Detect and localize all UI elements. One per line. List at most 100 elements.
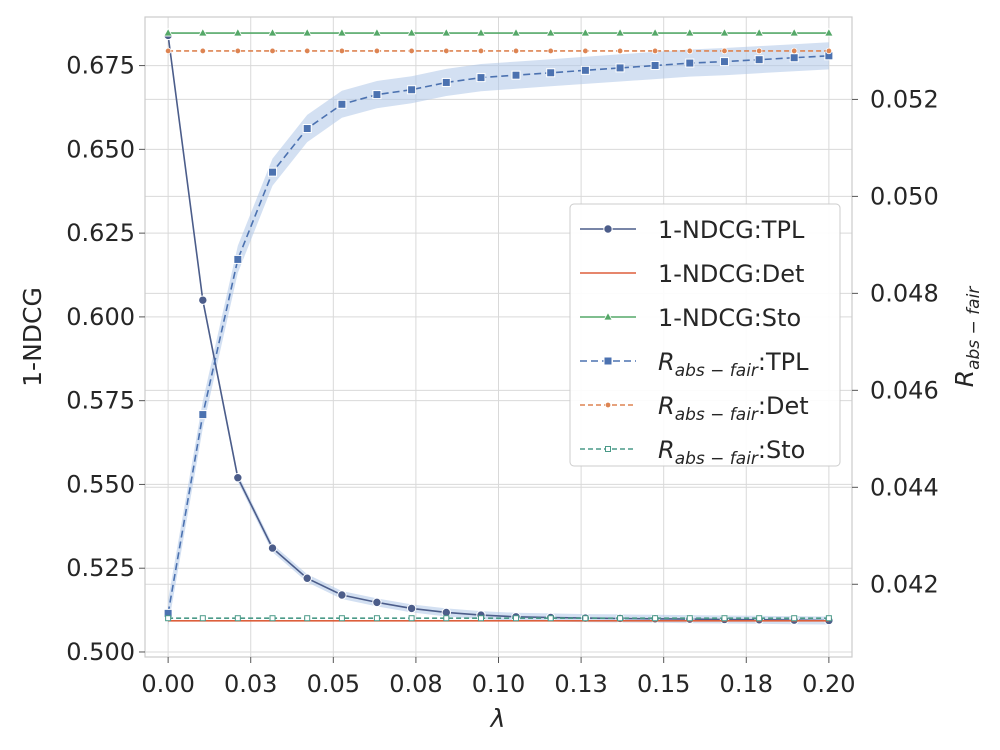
y-left-tick-label: 0.525 (66, 554, 135, 582)
y-right-axis-ticks: 0.042 0.044 0.046 0.048 0.050 0.052 (852, 85, 939, 598)
1-ndcg-tpl-point (198, 295, 208, 305)
1-ndcg-tpl-point (267, 543, 278, 553)
1-ndcg-sto-point (406, 27, 417, 37)
legend-label-base: R (658, 348, 675, 376)
1-ndcg-sto-point (441, 27, 452, 37)
r-abs-fair-det-point (199, 47, 207, 55)
1-ndcg-tpl-point (233, 473, 243, 483)
legend-label: Rabs − fair:Det (658, 392, 809, 425)
r-abs-fair-tpl-point (372, 90, 382, 100)
r-abs-fair-sto-point (477, 615, 484, 622)
r-abs-fair-tpl-point (233, 254, 243, 264)
r-abs-fair-sto-point (791, 615, 798, 622)
1-ndcg-sto-point (615, 27, 625, 37)
r-abs-fair-tpl-point (511, 70, 521, 80)
y-left-axis-ticks: 0.500 0.525 0.550 0.575 0.600 0.625 0.650 0.675 (66, 52, 145, 666)
r-abs-fair-sto-point (373, 615, 380, 622)
y-right-tick-label: 0.052 (870, 85, 939, 113)
legend-label: 1-NDCG:Sto (658, 304, 801, 332)
1-ndcg-sto-point (197, 27, 208, 37)
legend-handle-marker (604, 401, 612, 409)
r-abs-fair-det-point (443, 47, 450, 55)
r-abs-fair-sto-point (686, 615, 693, 622)
r-abs-fair-det-point (373, 47, 381, 55)
r-abs-fair-det-point (825, 47, 833, 55)
r-abs-fair-sto-point (443, 615, 450, 622)
1-ndcg-sto-point (684, 27, 695, 37)
y-right-tick-label: 0.044 (870, 473, 939, 501)
series-layer (163, 27, 834, 626)
r-abs-fair-det-point (721, 47, 728, 55)
r-abs-fair-det-point (234, 47, 242, 55)
y-right-label-sub: abs − fair (964, 286, 984, 370)
r-abs-fair-tpl-point (337, 99, 347, 109)
1-ndcg-sto-point (823, 27, 834, 37)
legend-label: Rabs − fair:Sto (658, 436, 805, 469)
legend-label-sub: abs − fair (675, 361, 759, 381)
r-abs-fair-det-point (408, 47, 415, 55)
y-left-tick-label: 0.575 (66, 387, 135, 415)
1-ndcg-tpl-point (372, 597, 382, 608)
r-abs-fair-det-point (164, 47, 172, 55)
r-abs-fair-tpl-point (754, 55, 764, 65)
x-tick-label: 0.10 (472, 670, 525, 698)
x-tick-label: 0.03 (224, 670, 277, 698)
r-abs-fair-sto-point (513, 615, 520, 622)
r-abs-fair-det-point (512, 47, 520, 55)
r-abs-fair-sto-point (652, 615, 659, 622)
x-tick-label: 0.05 (307, 670, 360, 698)
r-abs-fair-det-point (651, 47, 659, 55)
y-right-tick-label: 0.042 (870, 570, 939, 598)
1-ndcg-sto-point (754, 27, 765, 37)
y-left-tick-label: 0.600 (66, 303, 135, 331)
r-abs-fair-tpl-point (198, 410, 208, 420)
r-abs-fair-det-point (790, 47, 798, 55)
r-abs-fair-tpl-point (546, 68, 556, 78)
r-abs-fair-det-point (477, 47, 485, 55)
r-abs-fair-sto-point (408, 615, 415, 622)
r-abs-fair-tpl-point (407, 85, 417, 95)
r-abs-fair-det-point (338, 47, 346, 55)
legend-handle-marker (603, 356, 613, 366)
x-tick-label: 0.00 (141, 670, 194, 698)
legend-handle-marker (605, 446, 611, 452)
1-ndcg-sto-point (337, 27, 347, 37)
r-abs-fair-sto-point (165, 615, 172, 622)
x-tick-label: 0.15 (637, 670, 690, 698)
1-ndcg-tpl-point (302, 573, 312, 583)
legend-label-sub: abs − fair (675, 405, 759, 425)
legend-label-suffix: :Sto (758, 436, 805, 464)
1-ndcg-sto-point (163, 27, 174, 37)
1-ndcg-tpl-line (167, 35, 829, 622)
r-abs-fair-tpl-point (441, 77, 451, 87)
r-abs-fair-sto-point (756, 615, 763, 622)
r-abs-fair-sto-point (617, 615, 624, 622)
r-abs-fair-det-point (547, 47, 554, 55)
legend-label-suffix: :Det (758, 392, 809, 420)
r-abs-fair-det-point (616, 47, 624, 55)
r-abs-fair-tpl-point (268, 167, 278, 177)
x-axis-ticks: 0.00 0.03 0.05 0.08 0.10 0.13 0.15 0.18 0.20 (141, 657, 856, 698)
r-abs-fair-sto-point (234, 615, 241, 622)
y-left-axis-label: 1-NDCG (18, 287, 47, 387)
r-abs-fair-sto-point (721, 615, 728, 622)
y-right-tick-label: 0.050 (870, 182, 939, 210)
legend-handle-marker (603, 311, 613, 321)
r-abs-fair-sto-point (338, 615, 345, 622)
1-ndcg-sto-point (650, 27, 660, 37)
r-abs-fair-sto-point (304, 615, 311, 622)
1-ndcg-sto-point (511, 27, 521, 37)
1-ndcg-sto-point (545, 27, 556, 37)
legend: 1-NDCG:TPL 1-NDCG:Det 1-NDCG:Sto Rabs − fai… (569, 203, 841, 469)
legend-label-suffix: :TPL (758, 348, 809, 376)
1-ndcg-tpl-point (406, 603, 417, 614)
r-abs-fair-sto-point (825, 615, 832, 622)
r-abs-fair-tpl-point (615, 63, 625, 73)
y-left-tick-label: 0.625 (66, 219, 135, 247)
y-right-axis-label: Rabs − fair (950, 286, 984, 388)
1-ndcg-sto-point (476, 27, 486, 37)
r-abs-fair-tpl-point (580, 65, 590, 75)
y-right-label-base: R (950, 370, 979, 387)
r-abs-fair-tpl-point (685, 58, 695, 68)
